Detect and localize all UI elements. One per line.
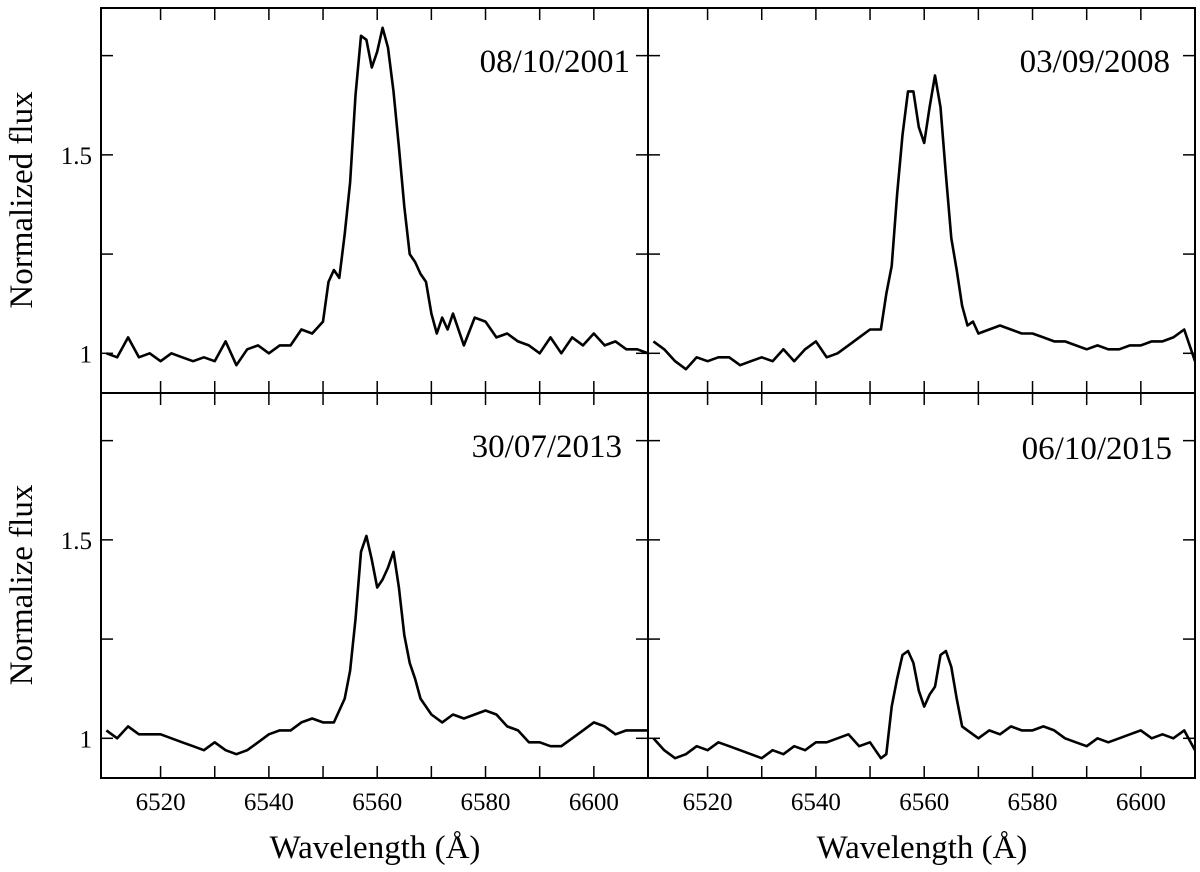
spectrum-line-bottom-right bbox=[652, 649, 1195, 760]
panel-date-label: 03/09/2008 bbox=[1020, 44, 1170, 80]
x-tick-label: 6580 bbox=[461, 789, 511, 816]
y-tick-label: 1 bbox=[80, 341, 93, 368]
panel-frame bbox=[647, 392, 1196, 779]
x-tick-label: 6540 bbox=[244, 789, 294, 816]
x-tick-label: 6520 bbox=[136, 789, 186, 816]
x-tick-label: 6560 bbox=[352, 789, 402, 816]
panel-bottom-right: 6520 6540 6560 6580 6600 06/10/2015 bbox=[647, 392, 1196, 816]
y-tick-label: 1 bbox=[80, 726, 93, 753]
panel-date-label: 08/10/2001 bbox=[480, 44, 630, 80]
panel-top-right: 03/09/2008 bbox=[647, 7, 1196, 394]
x-axis-title-right: Wavelength (Å) bbox=[817, 829, 1028, 866]
panel-date-label: 06/10/2015 bbox=[1022, 431, 1172, 467]
y-tick-label: 1.5 bbox=[61, 143, 92, 170]
panels-group: 1 1.5 08/10/2001 03/09/2008 1 1.5 6520 6540 6560… bbox=[61, 7, 1196, 816]
x-tick-label: 6600 bbox=[569, 789, 619, 816]
y-axis-title-bottom: Normalize flux bbox=[4, 484, 40, 685]
x-tick-label: 6560 bbox=[899, 789, 949, 816]
y-axis-title-top: Normalized flux bbox=[4, 91, 40, 309]
x-tick-label: 6580 bbox=[1008, 789, 1058, 816]
y-tick-label: 1.5 bbox=[61, 528, 92, 555]
x-tick-label: 6520 bbox=[683, 789, 733, 816]
x-tick-label: 6600 bbox=[1116, 789, 1166, 816]
spectrum-line-top-left bbox=[105, 26, 648, 367]
spectrum-line-bottom-left bbox=[105, 534, 648, 756]
panel-bottom-left: 1 1.5 6520 6540 6560 6580 6600 30/07/2013 bbox=[61, 392, 649, 816]
panel-top-left: 1 1.5 08/10/2001 bbox=[61, 7, 649, 394]
panel-date-label: 30/07/2013 bbox=[472, 429, 622, 465]
x-tick-label: 6540 bbox=[791, 789, 841, 816]
spectrum-line-top-right bbox=[652, 74, 1195, 371]
x-axis-title-left: Wavelength (Å) bbox=[270, 829, 481, 866]
